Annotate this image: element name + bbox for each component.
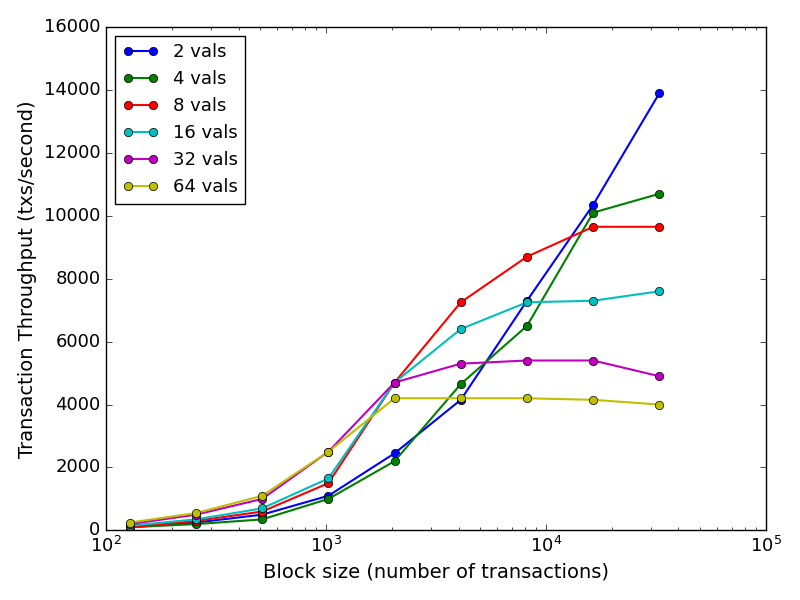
X-axis label: Block size (number of transactions): Block size (number of transactions) <box>263 563 609 582</box>
16 vals <box>323 475 333 482</box>
32 vals <box>125 521 134 528</box>
2 vals <box>191 519 201 526</box>
8 vals <box>390 379 399 386</box>
8 vals <box>323 479 333 487</box>
2 vals <box>456 396 466 403</box>
64 vals <box>588 396 598 403</box>
2 vals <box>654 89 664 97</box>
8 vals <box>258 508 267 515</box>
4 vals <box>456 380 466 388</box>
Line: 8 vals: 8 vals <box>126 223 663 532</box>
32 vals <box>323 448 333 455</box>
16 vals <box>125 522 134 529</box>
64 vals <box>323 448 333 455</box>
4 vals <box>588 209 598 216</box>
4 vals <box>522 322 532 329</box>
2 vals <box>588 201 598 208</box>
4 vals <box>654 190 664 197</box>
Line: 2 vals: 2 vals <box>126 89 663 532</box>
Line: 16 vals: 16 vals <box>126 287 663 530</box>
8 vals <box>125 524 134 531</box>
2 vals <box>522 297 532 304</box>
4 vals <box>258 516 267 523</box>
4 vals <box>390 458 399 465</box>
32 vals <box>654 373 664 380</box>
64 vals <box>522 395 532 402</box>
Legend: 2 vals, 4 vals, 8 vals, 16 vals, 32 vals, 64 vals: 2 vals, 4 vals, 8 vals, 16 vals, 32 vals… <box>115 36 245 203</box>
8 vals <box>588 223 598 230</box>
16 vals <box>456 325 466 332</box>
16 vals <box>258 505 267 512</box>
16 vals <box>522 299 532 306</box>
16 vals <box>588 297 598 304</box>
8 vals <box>191 517 201 524</box>
32 vals <box>588 357 598 364</box>
4 vals <box>125 524 134 531</box>
64 vals <box>191 509 201 517</box>
32 vals <box>191 511 201 518</box>
64 vals <box>258 492 267 499</box>
2 vals <box>125 524 134 531</box>
32 vals <box>258 496 267 503</box>
8 vals <box>456 299 466 306</box>
8 vals <box>522 253 532 260</box>
8 vals <box>654 223 664 230</box>
64 vals <box>125 519 134 526</box>
32 vals <box>522 357 532 364</box>
64 vals <box>390 395 399 402</box>
Line: 4 vals: 4 vals <box>126 190 663 532</box>
2 vals <box>258 511 267 518</box>
2 vals <box>323 492 333 499</box>
Line: 64 vals: 64 vals <box>126 394 663 527</box>
2 vals <box>390 450 399 457</box>
Y-axis label: Transaction Throughput (txs/second): Transaction Throughput (txs/second) <box>18 100 37 458</box>
16 vals <box>191 516 201 523</box>
32 vals <box>456 360 466 367</box>
Line: 32 vals: 32 vals <box>126 356 663 528</box>
4 vals <box>323 496 333 503</box>
32 vals <box>390 379 399 386</box>
64 vals <box>456 395 466 402</box>
4 vals <box>191 521 201 528</box>
16 vals <box>390 379 399 386</box>
64 vals <box>654 401 664 408</box>
16 vals <box>654 287 664 295</box>
